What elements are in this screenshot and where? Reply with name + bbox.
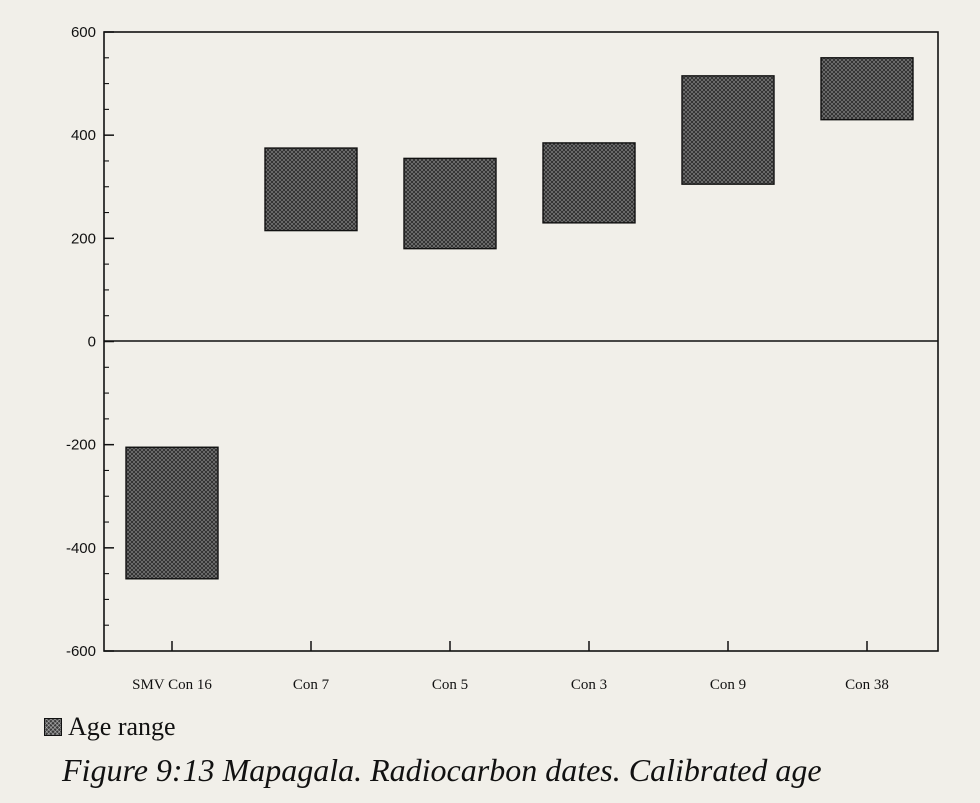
- chart: -600 -400 -200 0 200 400 600 SMV Con 16 Con 7 Co…: [66, 24, 939, 693]
- y-tick-label: -600: [66, 643, 96, 660]
- age-range-bar: [125, 446, 219, 580]
- legend-label: Age range: [68, 712, 176, 741]
- bars: [125, 57, 914, 580]
- age-range-bar: [681, 75, 775, 185]
- x-tick-label: Con 7: [293, 677, 330, 693]
- age-range-bar: [264, 147, 358, 232]
- x-tick-label: SMV Con 16: [132, 677, 212, 693]
- x-tick-label: Con 3: [571, 677, 607, 693]
- y-tick-label: 0: [88, 334, 96, 351]
- age-range-bar: [542, 142, 636, 224]
- age-range-bar: [820, 57, 914, 121]
- x-tick-label: Con 9: [710, 677, 746, 693]
- x-axis: SMV Con 16 Con 7 Con 5 Con 3 Con 9 Con 38: [132, 641, 889, 693]
- x-tick-label: Con 5: [432, 677, 468, 693]
- y-tick-label: 400: [71, 127, 96, 144]
- legend: Age range: [44, 712, 176, 742]
- y-tick-label: 600: [71, 24, 96, 41]
- x-tick-label: Con 38: [845, 677, 889, 693]
- y-axis: -600 -400 -200 0 200 400 600: [66, 24, 114, 660]
- legend-swatch: [44, 718, 62, 736]
- figure-caption: Figure 9:13 Mapagala. Radiocarbon dates.…: [62, 752, 822, 788]
- y-tick-label: -400: [66, 540, 96, 557]
- y-tick-label: 200: [71, 230, 96, 247]
- age-range-bar: [403, 157, 497, 250]
- y-tick-label: -200: [66, 437, 96, 454]
